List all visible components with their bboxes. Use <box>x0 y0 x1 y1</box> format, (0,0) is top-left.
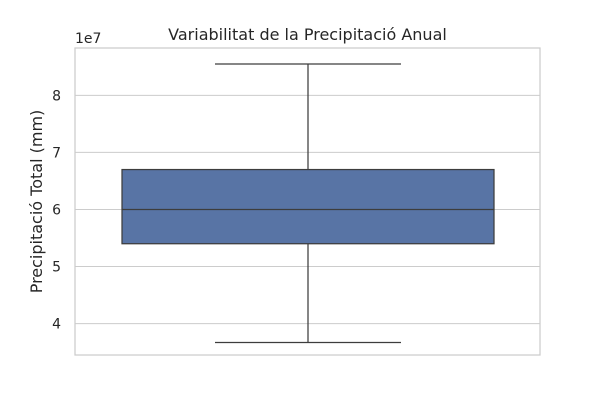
y-tick-label: 6 <box>52 202 61 218</box>
y-tick-label: 5 <box>52 260 61 276</box>
box-plot <box>121 63 495 344</box>
y-axis-offset: 1e7 <box>75 31 101 47</box>
y-axis-label: Precipitació Total (mm) <box>27 110 46 294</box>
y-tick-label: 4 <box>52 317 61 333</box>
interquartile-box <box>121 168 495 245</box>
y-tick-labels: 4 5 6 7 8 <box>52 88 61 332</box>
y-tick-label: 7 <box>52 145 61 161</box>
plot-frame <box>74 47 541 356</box>
chart-title: Variabilitat de la Precipitació Anual <box>168 25 447 44</box>
y-tick-label: 8 <box>52 88 61 104</box>
